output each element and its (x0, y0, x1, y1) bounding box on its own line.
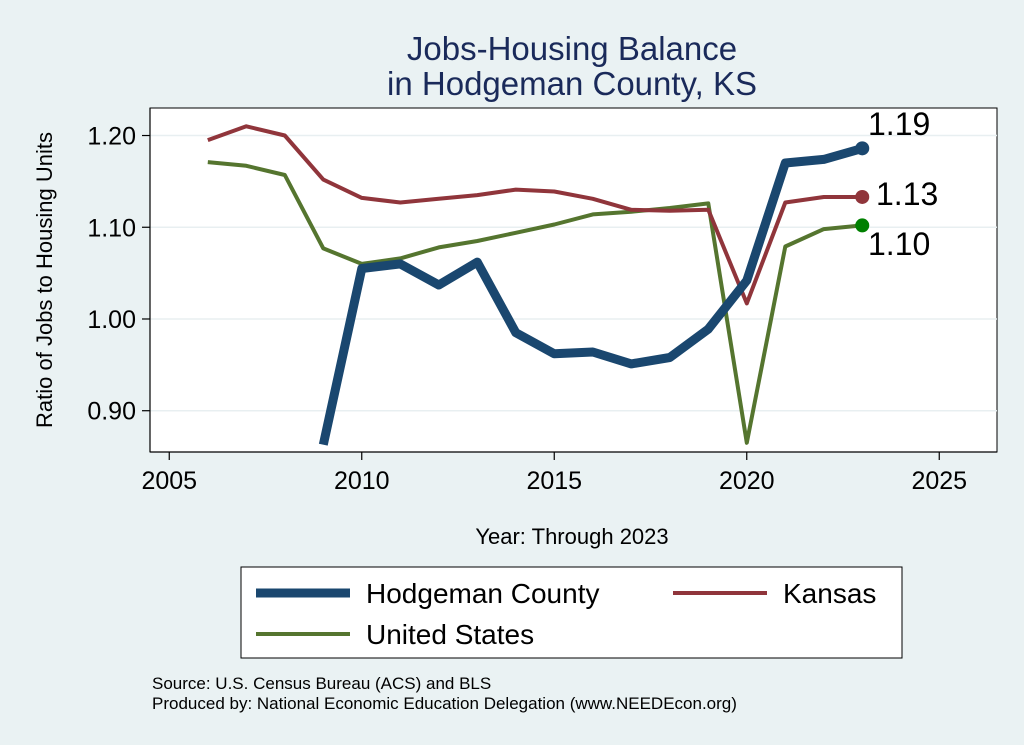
y-tick-label: 1.00 (87, 306, 136, 334)
legend-label-united-states: United States (366, 619, 534, 650)
end-marker-united-states (855, 218, 870, 233)
end-markers (855, 141, 870, 233)
series-line-hodgeman-county (318, 144, 864, 446)
x-axis-ticks: 2005 2010 2015 2020 2025 (141, 452, 967, 495)
end-label-united-states: 1.10 (868, 226, 930, 262)
chart-title-line-1: Jobs-Housing Balance (407, 30, 737, 67)
plot-area (149, 107, 998, 453)
series-line-kansas (207, 124, 863, 306)
y-axis-title: Ratio of Jobs to Housing Units (32, 132, 57, 428)
series-group (207, 124, 864, 446)
end-marker-kansas (855, 189, 870, 204)
y-tick-label: 1.20 (87, 123, 136, 151)
y-axis-ticks: 0.90 1.00 1.10 1.20 (87, 123, 150, 426)
gridlines (150, 134, 997, 412)
end-marker-hodgeman-county (855, 141, 870, 156)
legend (240, 566, 903, 659)
y-tick-label: 0.90 (87, 398, 136, 426)
x-tick-label: 2005 (141, 467, 197, 495)
x-tick-label: 2020 (719, 467, 775, 495)
y-tick-label: 1.10 (87, 214, 136, 242)
source-note: Source: U.S. Census Bureau (ACS) and BLS (152, 674, 491, 693)
legend-label-hodgeman: Hodgeman County (366, 578, 599, 609)
end-label-hodgeman: 1.19 (868, 106, 930, 142)
x-tick-label: 2015 (526, 467, 582, 495)
x-tick-label: 2025 (911, 467, 967, 495)
chart-title-line-2: in Hodgeman County, KS (387, 65, 757, 102)
series-line-united-states (207, 160, 863, 445)
producer-note: Produced by: National Economic Education… (152, 694, 737, 713)
x-tick-label: 2010 (334, 467, 390, 495)
x-axis-title: Year: Through 2023 (475, 524, 668, 549)
end-label-kansas: 1.13 (876, 176, 938, 212)
legend-label-kansas: Kansas (783, 578, 876, 609)
